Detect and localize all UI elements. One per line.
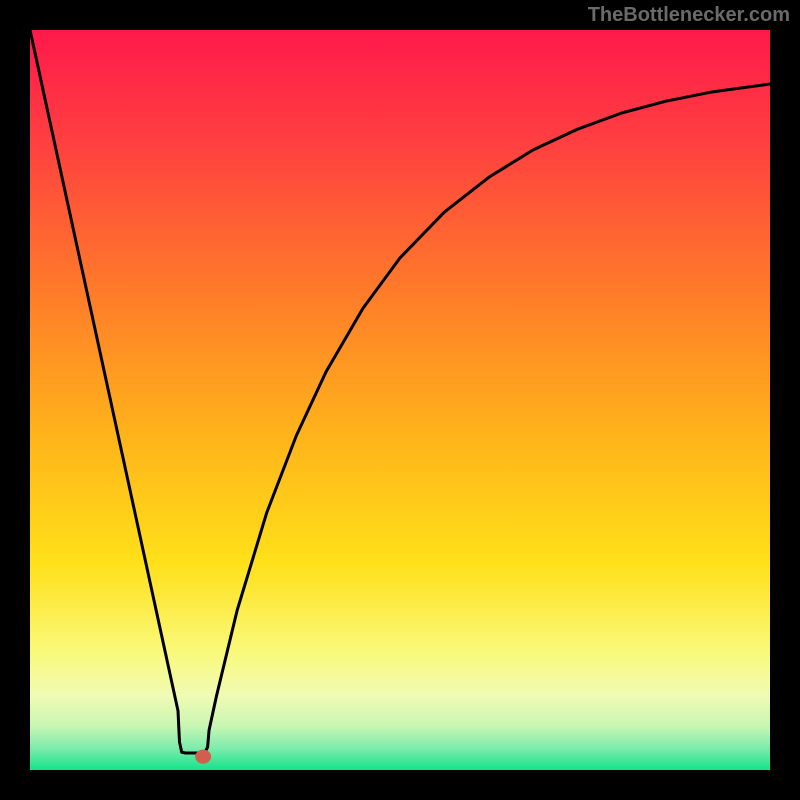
chart-container: TheBottlenecker.com bbox=[0, 0, 800, 800]
plot-area bbox=[30, 30, 770, 770]
optimal-point-marker bbox=[195, 750, 211, 764]
attribution-label: TheBottlenecker.com bbox=[588, 4, 790, 27]
bottleneck-chart bbox=[0, 0, 800, 800]
